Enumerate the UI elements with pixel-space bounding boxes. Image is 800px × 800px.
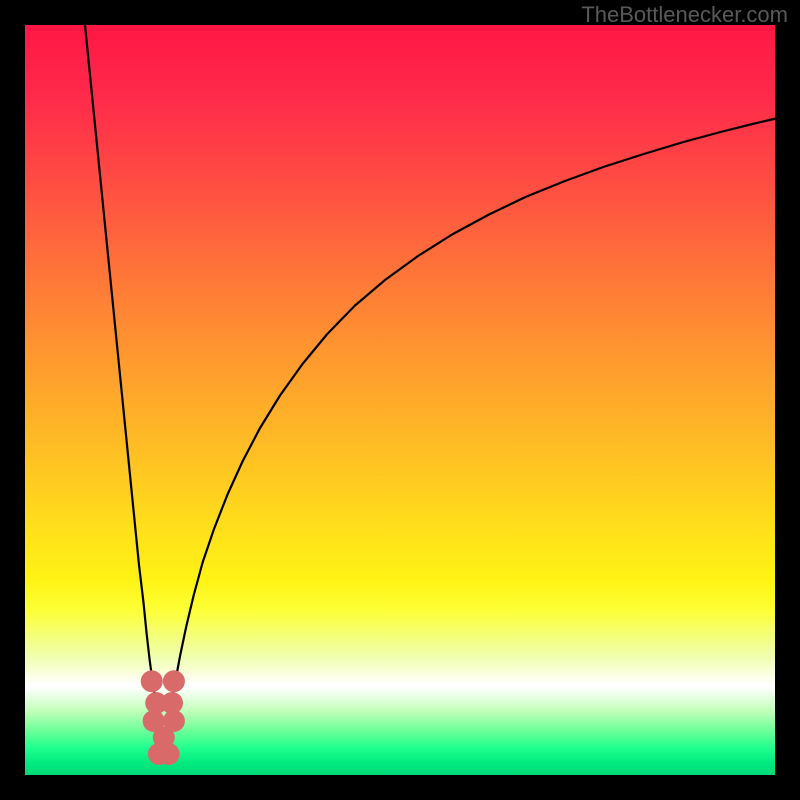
chart-background	[25, 25, 775, 775]
bottleneck-chart	[0, 0, 800, 800]
chart-container: TheBottlenecker.com	[0, 0, 800, 800]
data-marker	[163, 670, 185, 692]
watermark-text: TheBottlenecker.com	[581, 2, 788, 28]
data-marker	[158, 743, 180, 765]
data-marker	[163, 710, 185, 732]
data-marker	[141, 670, 163, 692]
